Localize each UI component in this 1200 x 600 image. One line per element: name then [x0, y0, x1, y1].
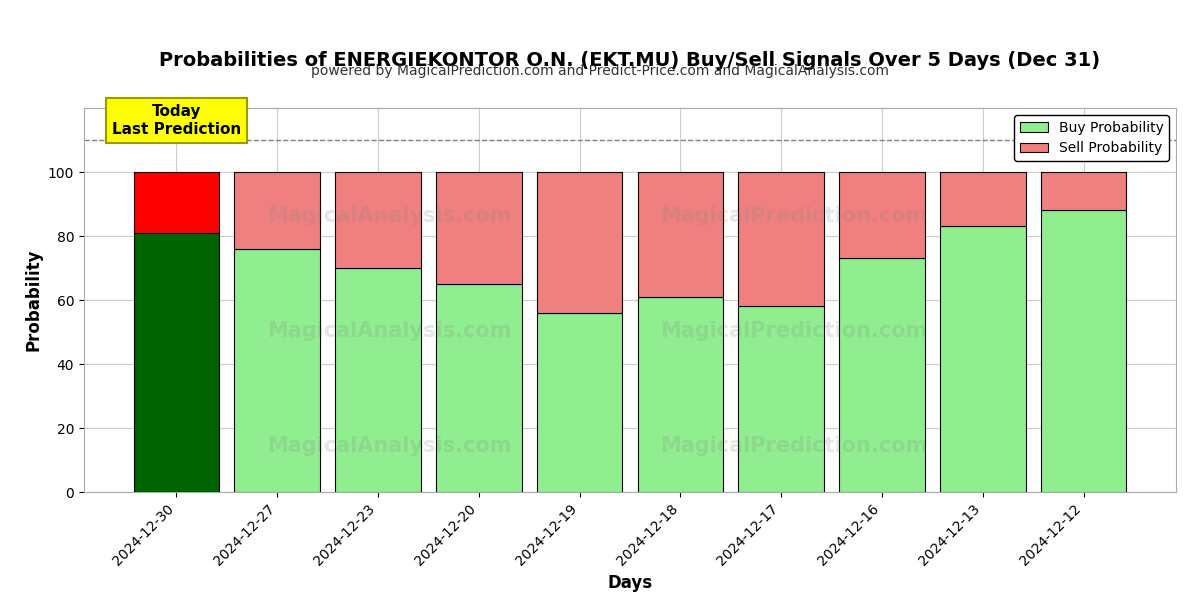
Bar: [133, 172, 220, 233]
Bar: [1040, 211, 1127, 492]
X-axis label: Days: Days: [607, 574, 653, 592]
Bar: [839, 172, 925, 259]
Bar: [234, 249, 320, 492]
Bar: [940, 226, 1026, 492]
Bar: [637, 297, 724, 492]
Text: Today
Last Prediction: Today Last Prediction: [112, 104, 241, 137]
Text: MagicalPrediction.com: MagicalPrediction.com: [660, 436, 928, 456]
Bar: [637, 172, 724, 297]
Text: MagicalAnalysis.com: MagicalAnalysis.com: [268, 321, 512, 341]
Bar: [839, 259, 925, 492]
Bar: [133, 233, 220, 492]
Bar: [335, 172, 421, 268]
Bar: [940, 172, 1026, 226]
Bar: [436, 172, 522, 284]
Legend: Buy Probability, Sell Probability: Buy Probability, Sell Probability: [1014, 115, 1169, 161]
Bar: [738, 172, 824, 307]
Text: MagicalAnalysis.com: MagicalAnalysis.com: [268, 206, 512, 226]
Title: Probabilities of ENERGIEKONTOR O.N. (EKT.MU) Buy/Sell Signals Over 5 Days (Dec 3: Probabilities of ENERGIEKONTOR O.N. (EKT…: [160, 52, 1100, 70]
Y-axis label: Probability: Probability: [24, 249, 42, 351]
Text: MagicalPrediction.com: MagicalPrediction.com: [660, 321, 928, 341]
Bar: [234, 172, 320, 249]
Bar: [1040, 172, 1127, 211]
Bar: [436, 284, 522, 492]
Text: powered by MagicalPrediction.com and Predict-Price.com and MagicalAnalysis.com: powered by MagicalPrediction.com and Pre…: [311, 64, 889, 78]
Bar: [536, 172, 623, 313]
Bar: [536, 313, 623, 492]
Text: MagicalPrediction.com: MagicalPrediction.com: [660, 206, 928, 226]
Bar: [738, 307, 824, 492]
Bar: [335, 268, 421, 492]
Text: MagicalAnalysis.com: MagicalAnalysis.com: [268, 436, 512, 456]
